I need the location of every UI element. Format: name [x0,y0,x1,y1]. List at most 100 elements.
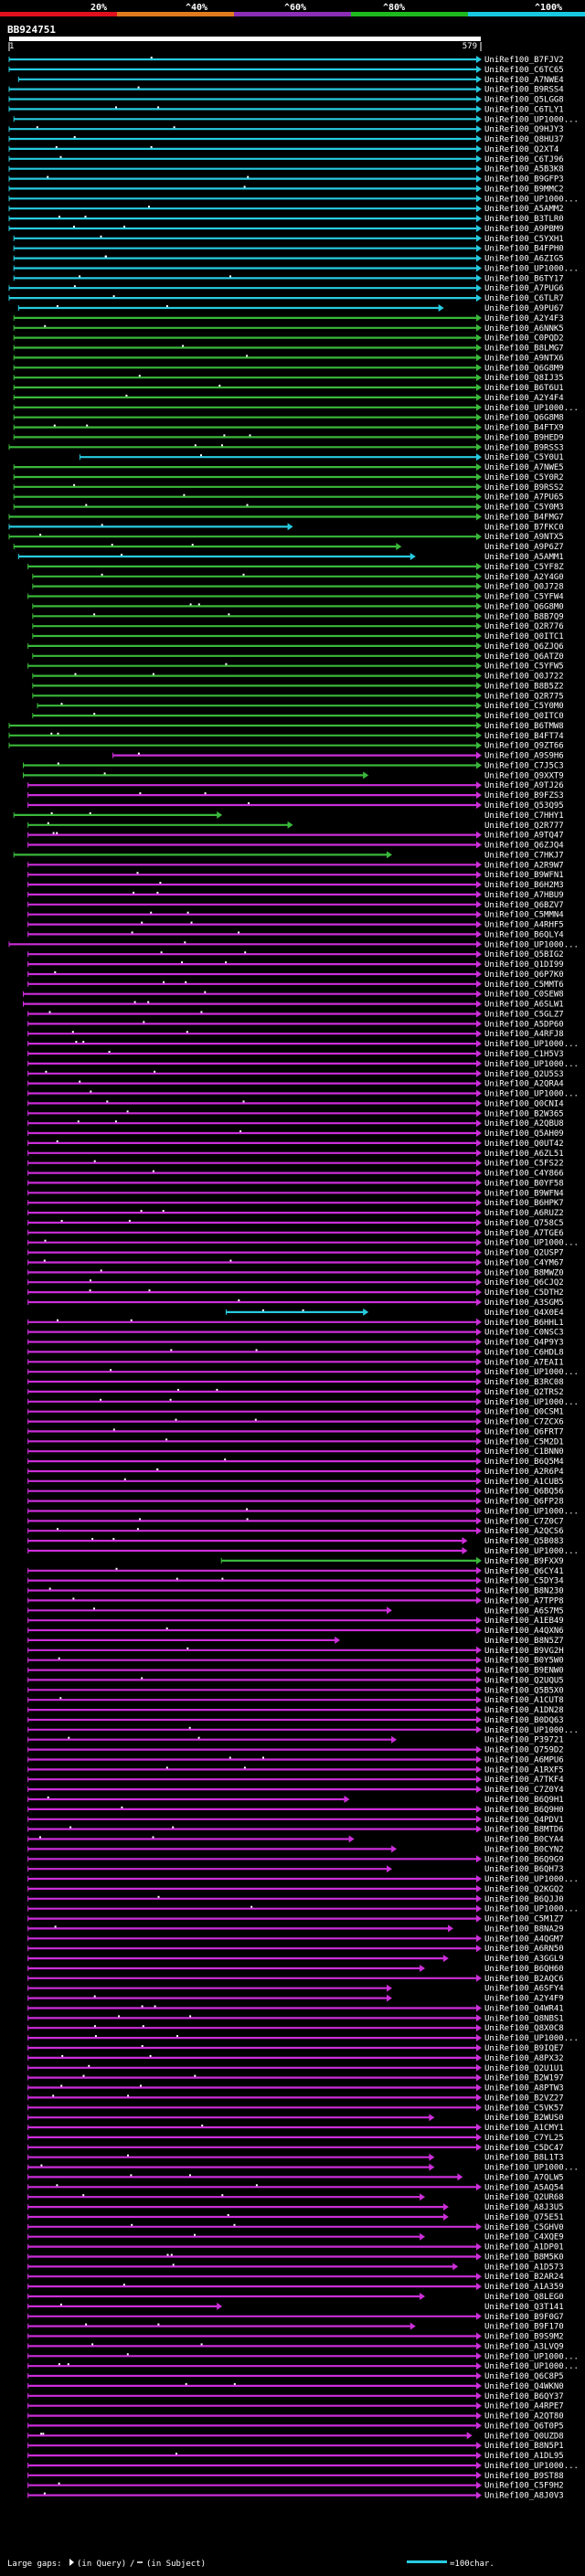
hit-label[interactable]: UniRef100_A5AMM2 [484,205,564,214]
hit-label[interactable]: UniRef100_A2QT80 [484,2412,564,2422]
hit-label[interactable]: UniRef100_C5GHV0 [484,2223,564,2232]
hit-label[interactable]: UniRef100_B8LMG7 [484,345,564,354]
hit-row[interactable]: UniRef100_B9FXX9 [220,1556,564,1566]
hit-label[interactable]: UniRef100_B6TY17 [484,274,564,283]
hit-label[interactable]: UniRef100_Q9ZT66 [484,742,564,751]
hit-label[interactable]: UniRef100_Q6P7K0 [484,970,564,980]
hit-label[interactable]: UniRef100_Q6G8M9 [484,364,564,373]
hit-label[interactable]: UniRef100_UP1000... [484,1875,579,1884]
hit-row[interactable]: UniRef100_A1DP01 [27,2242,564,2253]
hit-row[interactable]: UniRef100_B8N230 [27,1586,564,1596]
hit-label[interactable]: UniRef100_C5MMT6 [484,981,564,990]
hit-row[interactable]: UniRef100_A4QXN6 [27,1627,564,1636]
hit-label[interactable]: UniRef100_B9VG2H [484,1647,564,1656]
hit-row[interactable]: UniRef100_Q6C8P5 [27,2372,564,2381]
hit-row[interactable]: UniRef100_A7TPP8 [27,1596,564,1606]
hit-label[interactable]: UniRef100_C5Y0R2 [484,473,564,482]
hit-label[interactable]: UniRef100_UP1000... [484,1060,579,1069]
hit-row[interactable]: UniRef100_Q6BQ56 [27,1487,564,1497]
hit-row[interactable]: UniRef100_B9F170 [27,2322,564,2332]
hit-row[interactable]: UniRef100_Q2U5S3 [27,1069,564,1079]
hit-label[interactable]: UniRef100_P39721 [484,1736,564,1745]
hit-row[interactable]: UniRef100_Q8NBS1 [27,2014,564,2023]
hit-row[interactable]: UniRef100_B9ST88 [27,2471,564,2481]
hit-label[interactable]: UniRef100_UP1000... [484,1726,579,1735]
hit-row[interactable]: UniRef100_C5FS22 [27,1159,564,1169]
hit-label[interactable]: UniRef100_UP1000... [484,1090,579,1099]
hit-row[interactable]: UniRef100_A6MPU6 [27,1755,564,1765]
hit-label[interactable]: UniRef100_B2W197 [484,2074,564,2083]
hit-label[interactable]: UniRef100_A6NNK5 [484,324,564,334]
hit-row[interactable]: UniRef100_Q6ATZ0 [32,652,564,662]
hit-label[interactable]: UniRef100_C4YM67 [484,1259,564,1268]
hit-row[interactable]: UniRef100_Q4WR41 [27,2004,564,2014]
hit-row[interactable]: UniRef100_UP1000... [13,403,579,413]
hit-label[interactable]: UniRef100_A2Y4F4 [484,394,564,403]
hit-label[interactable]: UniRef100_B3RC08 [484,1378,564,1387]
hit-label[interactable]: UniRef100_Q759D2 [484,1746,564,1755]
hit-row[interactable]: UniRef100_Q2R775 [32,692,564,701]
hit-label[interactable]: UniRef100_A1CUT8 [484,1696,564,1705]
hit-label[interactable]: UniRef100_B8B7Q9 [484,612,564,621]
hit-row[interactable]: UniRef100_B3TLR0 [8,215,564,224]
hit-row[interactable]: UniRef100_B4FMG7 [8,513,564,523]
hit-label[interactable]: UniRef100_B7FJV2 [484,56,564,65]
hit-label[interactable]: UniRef100_Q5LGG8 [484,96,564,105]
hit-row[interactable]: UniRef100_B6QH73 [27,1865,564,1874]
hit-label[interactable]: UniRef100_C0NSC3 [484,1329,564,1338]
hit-label[interactable]: UniRef100_UP1000... [484,115,579,124]
hit-row[interactable]: UniRef100_B2AR24 [27,2273,564,2282]
hit-row[interactable]: UniRef100_UP1000... [27,2462,579,2471]
hit-label[interactable]: UniRef100_Q758C5 [484,1219,564,1228]
hit-row[interactable]: UniRef100_Q759D2 [27,1745,564,1755]
hit-label[interactable]: UniRef100_A6ZIG5 [484,255,564,264]
hit-label[interactable]: UniRef100_B9F0G7 [484,2313,564,2322]
hit-row[interactable]: UniRef100_A5AMM1 [17,553,564,562]
hit-row[interactable]: UniRef100_A7PUG6 [8,284,564,293]
hit-row[interactable]: UniRef100_Q0UZD8 [27,2432,564,2441]
hit-label[interactable]: UniRef100_Q0UZD8 [484,2432,564,2441]
hit-label[interactable]: UniRef100_A2Y4F3 [484,314,564,323]
hit-label[interactable]: UniRef100_B4FTX9 [484,424,564,433]
hit-row[interactable]: UniRef100_B9S9M2 [27,2332,564,2342]
hit-row[interactable]: UniRef100_B9VG2H [27,1646,564,1656]
hit-row[interactable]: UniRef100_Q5BIG2 [27,950,564,959]
hit-label[interactable]: UniRef100_Q2UR68 [484,2193,564,2202]
hit-label[interactable]: UniRef100_B2AR24 [484,2273,564,2282]
hit-label[interactable]: UniRef100_B6TMW8 [484,722,564,731]
hit-row[interactable]: UniRef100_C4XQE9 [27,2232,564,2242]
hit-row[interactable]: UniRef100_C5YXH1 [13,234,564,244]
hit-label[interactable]: UniRef100_A1CUB5 [484,1478,564,1487]
hit-label[interactable]: UniRef100_A2R6P4 [484,1468,564,1477]
hit-label[interactable]: UniRef100_B2AQC6 [484,1975,564,1984]
hit-row[interactable]: UniRef100_UP1000... [27,1040,579,1049]
hit-row[interactable]: UniRef100_A9P6Z7 [13,543,564,552]
hit-row[interactable]: UniRef100_Q9ZT66 [8,741,564,751]
hit-row[interactable]: UniRef100_A5B3K8 [8,164,564,175]
hit-row[interactable]: UniRef100_B3RC08 [27,1378,564,1387]
hit-label[interactable]: UniRef100_A8PTW3 [484,2084,564,2094]
hit-row[interactable]: UniRef100_Q3T141 [27,2302,564,2312]
hit-row[interactable]: UniRef100_C6TJ96 [8,154,564,164]
hit-row[interactable]: UniRef100_C7Z0Y4 [27,1786,564,1795]
hit-row[interactable]: UniRef100_Q1DI99 [27,960,564,970]
hit-label[interactable]: UniRef100_B6HHL1 [484,1319,564,1328]
hit-label[interactable]: UniRef100_B0DQ63 [484,1716,564,1725]
hit-row[interactable]: UniRef100_B2WUS0 [27,2114,564,2123]
hit-label[interactable]: UniRef100_A9PBM9 [484,225,564,234]
hit-label[interactable]: UniRef100_C6TLY1 [484,105,564,114]
hit-row[interactable]: UniRef100_A9NTX6 [13,354,564,363]
hit-row[interactable]: UniRef100_A2R6P4 [27,1468,564,1477]
hit-row[interactable]: UniRef100_Q2U1U1 [27,2063,564,2073]
hit-label[interactable]: UniRef100_C4XQE9 [484,2233,564,2242]
hit-label[interactable]: UniRef100_A6ZL51 [484,1150,564,1159]
hit-label[interactable]: UniRef100_C6HDL8 [484,1348,564,1357]
hit-label[interactable]: UniRef100_Q6FRT7 [484,1427,564,1436]
hit-label[interactable]: UniRef100_Q9XXT9 [484,771,564,780]
hit-row[interactable]: UniRef100_B8N5Z7 [27,1636,564,1646]
hit-label[interactable]: UniRef100_Q6ZJQ4 [484,842,564,851]
hit-label[interactable]: UniRef100_A7PUG6 [484,284,564,293]
hit-row[interactable]: UniRef100_C5YFW4 [27,592,564,602]
hit-label[interactable]: UniRef100_B8L1T3 [484,2154,564,2163]
hit-label[interactable]: UniRef100_A8J0V3 [484,2492,564,2501]
